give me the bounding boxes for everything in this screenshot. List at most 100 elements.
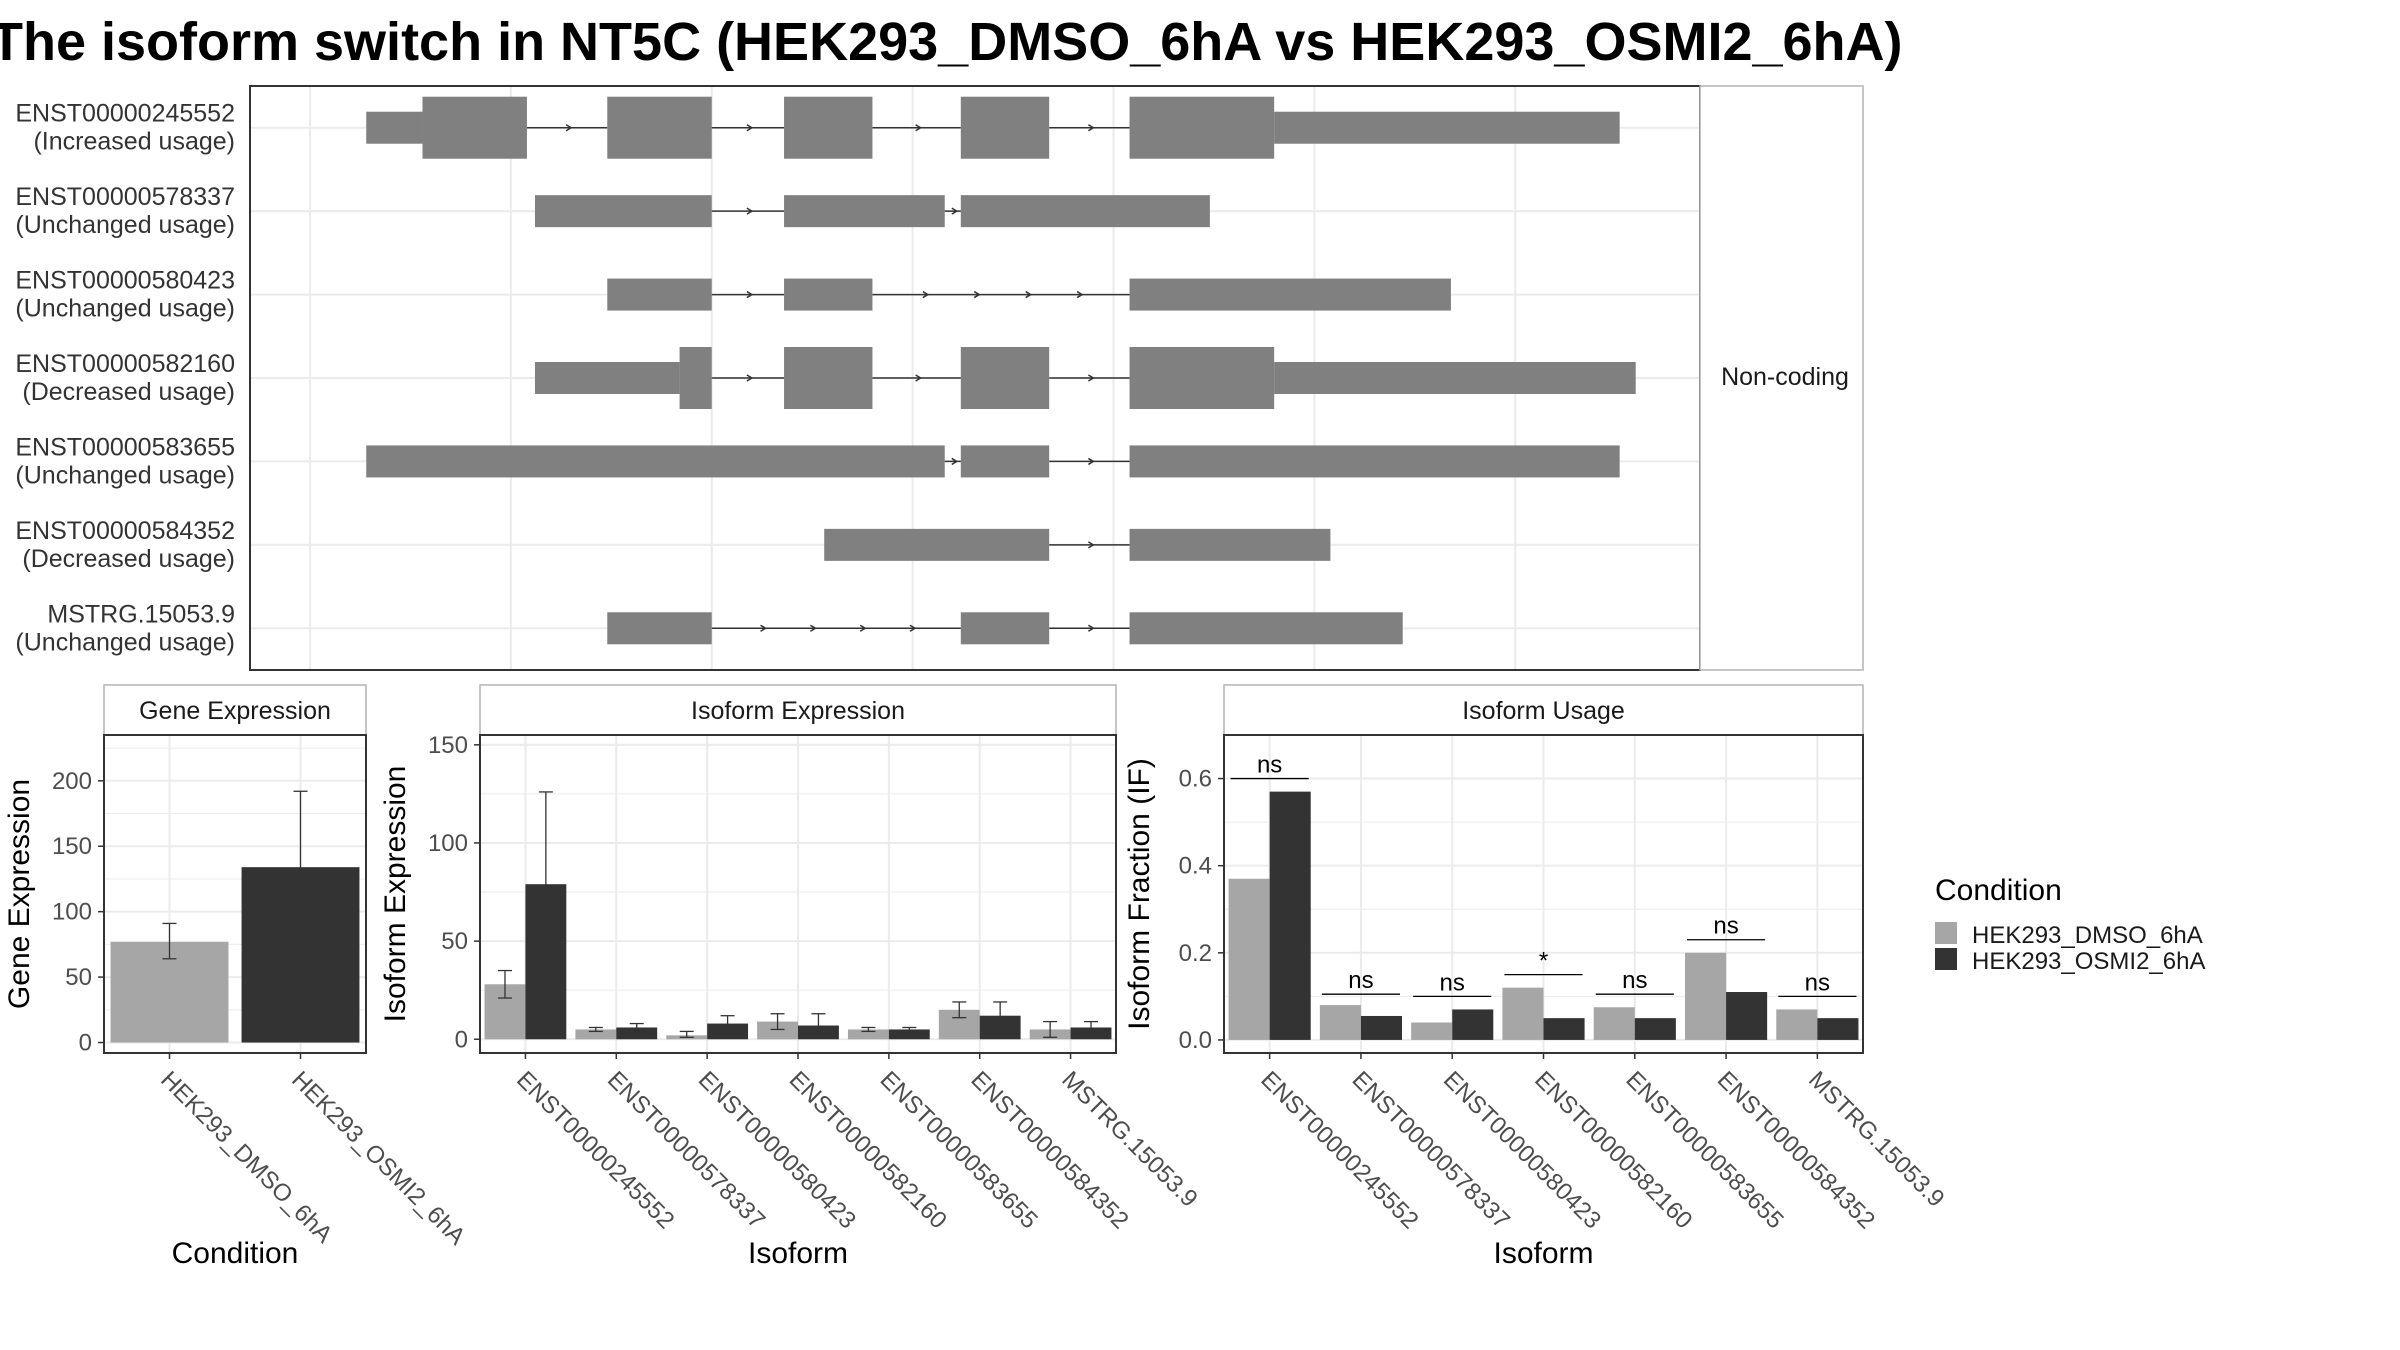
panel-strip-title: Isoform Expression — [691, 697, 905, 725]
bar — [1817, 1018, 1859, 1040]
figure-title: The isoform switch in NT5C (HEK293_DMSO_… — [0, 12, 1903, 72]
intron-arrow — [1076, 290, 1084, 299]
x-tick-label: ENST00000584352 — [1712, 1066, 1880, 1234]
y-tick-label: 150 — [428, 732, 468, 759]
transcript-id-label: ENST00000582160 — [15, 350, 235, 378]
y-tick-label: 100 — [428, 830, 468, 857]
y-tick-label: 0.0 — [1179, 1027, 1212, 1054]
exon-block — [534, 195, 712, 228]
intron-arrow — [1087, 457, 1095, 466]
strip-label-noncoding: Non-coding — [1721, 363, 1849, 391]
bar — [1452, 1009, 1494, 1040]
panel-strip-title: Isoform Usage — [1462, 697, 1625, 725]
x-axis-title: Condition — [172, 1237, 299, 1270]
y-tick-label: 100 — [52, 899, 92, 926]
bar — [757, 1021, 798, 1040]
significance-label: ns — [1713, 913, 1738, 940]
transcript-status-label: (Increased usage) — [33, 128, 235, 156]
x-tick-label: ENST00000584352 — [965, 1066, 1133, 1234]
bar — [1726, 992, 1768, 1040]
x-tick-label: ENST00000578337 — [1347, 1066, 1515, 1234]
significance-label: * — [1539, 948, 1548, 975]
bar — [888, 1029, 930, 1040]
intron-arrow — [1087, 374, 1095, 382]
x-tick-label: ENST00000582160 — [1529, 1066, 1697, 1234]
exon-block — [422, 96, 527, 159]
exon-block — [1274, 111, 1620, 144]
intron-arrow — [915, 124, 923, 132]
exon-block — [960, 195, 1210, 228]
panel-strip — [1223, 684, 1864, 736]
transcript-status-label: (Unchanged usage) — [15, 628, 235, 656]
intron-arrow — [809, 624, 817, 632]
panel-border — [1223, 734, 1864, 1054]
exon-block — [607, 278, 712, 311]
bar — [1411, 1022, 1453, 1040]
legend-title: Condition — [1935, 874, 2062, 907]
panel-border — [479, 734, 1117, 1054]
y-axis-title: Isoform Expression — [379, 766, 412, 1023]
y-tick-label: 0 — [455, 1026, 468, 1053]
intron-arrow — [1087, 624, 1095, 632]
x-tick-label: ENST00000580423 — [693, 1066, 861, 1234]
bar — [1543, 1018, 1585, 1040]
exon-block — [1274, 362, 1636, 394]
exon-block — [679, 347, 712, 409]
transcript-id-label: ENST00000245552 — [15, 100, 235, 128]
exon-block — [1129, 347, 1275, 409]
exon-block — [366, 445, 945, 478]
x-tick-label: ENST00000583655 — [875, 1066, 1043, 1234]
intron-arrow — [746, 207, 754, 215]
transcript-id-label: MSTRG.15053.9 — [47, 600, 235, 628]
exon-block — [1129, 278, 1451, 311]
panel-strip — [479, 684, 1117, 736]
intron-arrow — [922, 290, 930, 299]
x-tick-label: ENST00000580423 — [1438, 1066, 1606, 1234]
bar — [1776, 1009, 1818, 1040]
intron-arrow — [746, 374, 754, 382]
exon-block — [960, 96, 1050, 159]
panel-strip-title: Gene Expression — [139, 697, 331, 725]
intron-arrow — [746, 124, 754, 132]
exon-block — [607, 612, 712, 645]
transcript-id-label: ENST00000583655 — [15, 433, 235, 461]
x-axis-title: Isoform — [748, 1237, 848, 1270]
legend-swatch-osmi2 — [1935, 948, 1957, 970]
transcript-id-label: ENST00000584352 — [15, 517, 235, 545]
exon-block — [960, 612, 1050, 645]
significance-label: ns — [1805, 969, 1830, 996]
bar — [1634, 1018, 1676, 1040]
exon-block — [607, 96, 712, 159]
y-tick-label: 0 — [79, 1030, 92, 1057]
x-tick-label: ENST00000582160 — [784, 1066, 952, 1234]
bar — [847, 1029, 889, 1040]
y-tick-label: 50 — [65, 964, 92, 991]
transcript-status-label: (Unchanged usage) — [15, 295, 235, 323]
exon-block — [960, 445, 1050, 478]
exon-block — [784, 96, 873, 159]
x-axis-title: Isoform — [1493, 1237, 1593, 1270]
x-tick-label: ENST00000578337 — [602, 1066, 770, 1234]
bar — [1593, 1007, 1635, 1040]
intron-arrow — [1087, 541, 1095, 549]
isoform-expression-panel: Isoform Expression 0 50 100 150 ENST000002455… — [379, 684, 1203, 1270]
exon-block — [784, 278, 873, 311]
intron-arrow — [565, 124, 573, 132]
exon-block — [1129, 528, 1331, 561]
intron-arrow — [909, 624, 917, 632]
exon-block — [784, 195, 945, 228]
transcript-id-label: ENST00000578337 — [15, 183, 235, 211]
isoform-usage-panel: Isoform Usage 0.0 0.2 0.4 0.6 ENST00000245552… — [1123, 684, 1950, 1270]
y-tick-label: 200 — [52, 768, 92, 795]
y-tick-label: 0.4 — [1179, 853, 1212, 880]
intron-arrow — [951, 457, 959, 466]
exon-block — [366, 111, 423, 144]
intron-arrow — [973, 290, 981, 299]
exon-block — [784, 347, 873, 409]
exon-block — [534, 362, 680, 394]
y-tick-label: 150 — [52, 833, 92, 860]
y-tick-label: 50 — [441, 928, 468, 955]
transcript-status-label: (Unchanged usage) — [15, 461, 235, 489]
exon-block — [1129, 612, 1403, 645]
